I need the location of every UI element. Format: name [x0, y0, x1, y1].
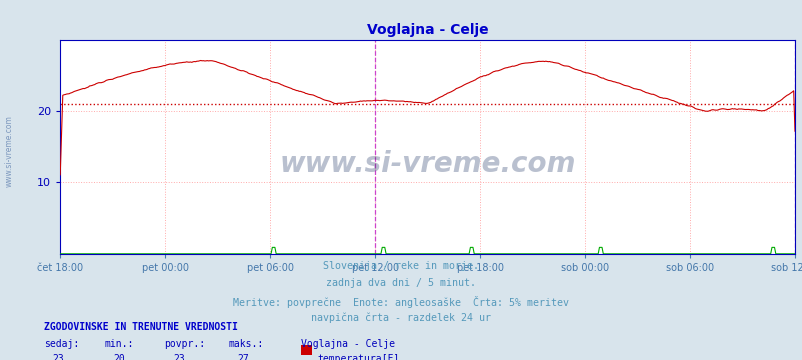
- Text: Voglajna - Celje: Voglajna - Celje: [301, 339, 395, 350]
- Text: navpična črta - razdelek 24 ur: navpična črta - razdelek 24 ur: [311, 313, 491, 323]
- Text: sedaj:: sedaj:: [44, 339, 79, 350]
- Text: zadnja dva dni / 5 minut.: zadnja dva dni / 5 minut.: [326, 278, 476, 288]
- Title: Voglajna - Celje: Voglajna - Celje: [367, 23, 488, 37]
- Text: 27: 27: [237, 354, 249, 360]
- Text: ZGODOVINSKE IN TRENUTNE VREDNOSTI: ZGODOVINSKE IN TRENUTNE VREDNOSTI: [44, 322, 237, 332]
- Text: Slovenija / reke in morje.: Slovenija / reke in morje.: [323, 261, 479, 271]
- Text: 23: 23: [173, 354, 184, 360]
- Text: Meritve: povprečne  Enote: angleosaške  Črta: 5% meritev: Meritve: povprečne Enote: angleosaške Čr…: [233, 296, 569, 307]
- Text: www.si-vreme.com: www.si-vreme.com: [279, 150, 575, 178]
- Text: min.:: min.:: [104, 339, 134, 350]
- Text: www.si-vreme.com: www.si-vreme.com: [5, 115, 14, 187]
- Text: 20: 20: [113, 354, 124, 360]
- Text: maks.:: maks.:: [229, 339, 264, 350]
- Text: temperatura[F]: temperatura[F]: [317, 354, 399, 360]
- Text: povpr.:: povpr.:: [164, 339, 205, 350]
- Text: 23: 23: [53, 354, 64, 360]
